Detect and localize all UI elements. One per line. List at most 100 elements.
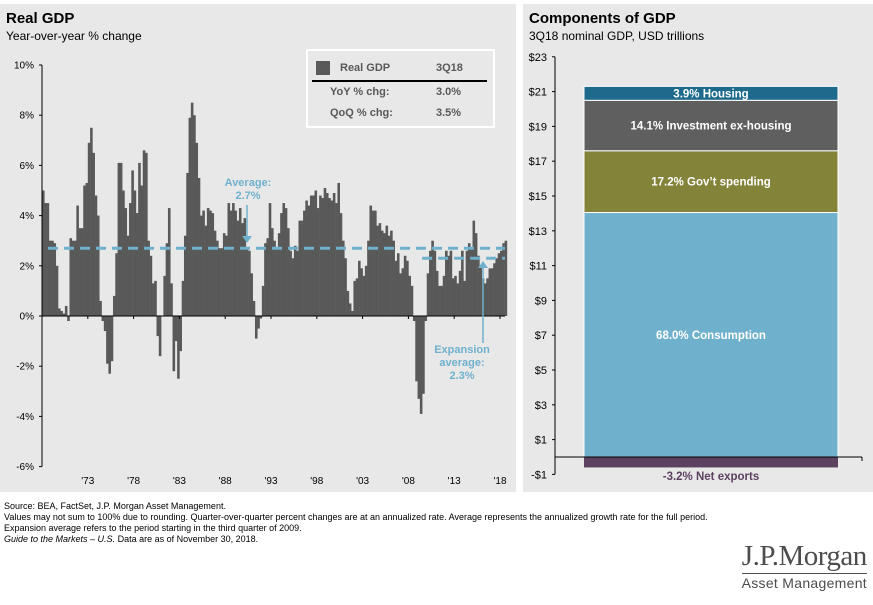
gdp-bar	[355, 278, 359, 316]
gdp-bar	[275, 248, 279, 316]
gdp-bar	[300, 220, 304, 316]
segment-label: -3.2% Net exports	[663, 471, 760, 483]
gdp-bar	[170, 283, 173, 316]
gdp-bar	[378, 223, 382, 316]
gdp-bar	[248, 250, 251, 316]
gdp-bar	[465, 250, 469, 316]
gdp-bar	[305, 200, 308, 316]
x-tick-label: '83	[173, 476, 186, 487]
gdp-bar	[83, 185, 86, 316]
x-tick-label: '03	[356, 476, 369, 487]
real-gdp-title: Real GDP	[6, 10, 75, 27]
gdp-bar	[142, 150, 146, 316]
gdp-bar	[69, 238, 73, 316]
gdp-bar	[479, 265, 482, 316]
gdp-bar	[245, 248, 249, 316]
gdp-bar	[179, 316, 182, 352]
gdp-bar	[110, 316, 114, 362]
gdp-bar	[80, 228, 84, 316]
gdp-bar	[271, 228, 274, 316]
gdp-bar	[330, 200, 334, 316]
gdp-bar	[415, 316, 418, 382]
gdp-bar	[486, 278, 489, 316]
gdp-bar	[112, 295, 116, 316]
gdp-bar	[46, 203, 50, 316]
gdp-bar	[44, 203, 47, 316]
gdp-bar	[319, 195, 322, 316]
gdp-bar	[447, 255, 450, 316]
gdp-bar	[156, 316, 160, 337]
gdp-bar	[151, 283, 155, 316]
gdp-bar	[435, 270, 439, 316]
gdp-bar	[431, 240, 434, 316]
gdp-bar	[477, 255, 480, 316]
y-tick-label-right: $13	[529, 226, 547, 238]
gdp-bar	[291, 258, 295, 316]
segment-label: 14.1% Investment ex-housing	[630, 121, 791, 133]
gdp-bar	[213, 230, 217, 316]
legend-qoq-label: QoQ % chg:	[330, 107, 393, 119]
gdp-bar	[227, 203, 231, 316]
gdp-bar	[344, 258, 347, 316]
y-tick-label: 6%	[20, 161, 35, 172]
gdp-bar	[71, 240, 75, 316]
real-gdp-subtitle: Year-over-year % change	[6, 29, 142, 43]
expansion-label-line3: 2.3%	[449, 370, 475, 382]
gdp-bar	[367, 240, 370, 316]
gdp-bar	[138, 162, 141, 316]
logo-sub: Asset Management	[741, 573, 867, 591]
gdp-bar	[259, 316, 263, 319]
gdp-bar	[410, 285, 414, 316]
gdp-bar	[429, 250, 432, 316]
y-tick-label-right: $21	[529, 87, 547, 99]
legend-period: 3Q18	[436, 62, 463, 74]
footer-notes-text: Values may not sum to 100% due to roundi…	[4, 512, 708, 533]
expansion-arrow-icon	[478, 261, 488, 268]
gdp-bar	[497, 253, 501, 316]
legend-series: Real GDP	[340, 62, 391, 74]
gdp-bar	[229, 210, 233, 316]
gdp-bar	[353, 280, 357, 316]
gdp-bar	[220, 248, 224, 316]
gdp-bar	[490, 268, 494, 316]
gdp-bar	[96, 215, 100, 316]
gdp-bar	[252, 300, 256, 316]
gdp-bar	[438, 285, 441, 316]
gdp-bar	[172, 316, 176, 372]
gdp-bar	[122, 190, 125, 316]
gdp-bar	[328, 198, 331, 316]
gdp-bar	[440, 285, 444, 316]
gdp-bar	[193, 115, 196, 316]
y-tick-label: 8%	[20, 111, 35, 122]
gdp-bar	[149, 255, 153, 316]
gdp-bar	[106, 316, 109, 364]
y-tick-label: 0%	[20, 312, 35, 323]
gdp-bar	[48, 240, 52, 316]
gdp-bar	[396, 253, 400, 316]
footer-source: Source: BEA, FactSet, J.P. Morgan Asset …	[4, 501, 226, 511]
y-tick-label-right: $1	[535, 435, 547, 447]
gdp-bar	[474, 233, 478, 316]
gdp-bar	[463, 280, 466, 316]
jpmorgan-logo: J.P.Morgan Asset Management	[741, 541, 867, 591]
gdp-bar	[268, 203, 272, 316]
gdp-bar	[186, 172, 189, 316]
gdp-bar	[502, 243, 505, 316]
x-tick-label: '93	[264, 476, 277, 487]
y-tick-label-right: $11	[529, 261, 547, 273]
y-tick-label-right: -$1	[531, 469, 547, 481]
expansion-annotation: Expansion average: 2.3%	[424, 344, 500, 383]
gdp-bar	[101, 316, 105, 322]
segment-investment-ex-housing	[583, 99, 839, 152]
gdp-bar	[92, 152, 95, 316]
gdp-bar	[303, 210, 306, 316]
gdp-bar	[504, 240, 508, 316]
gdp-bar	[190, 102, 194, 317]
gdp-bar	[426, 273, 430, 316]
gdp-bar	[454, 275, 457, 316]
expansion-label-line2: average:	[439, 357, 485, 369]
y-tick-label-right: $9	[535, 295, 547, 307]
y-tick-label-right: $7	[535, 330, 547, 342]
gdp-bar	[62, 313, 66, 316]
gdp-bar	[369, 205, 373, 316]
